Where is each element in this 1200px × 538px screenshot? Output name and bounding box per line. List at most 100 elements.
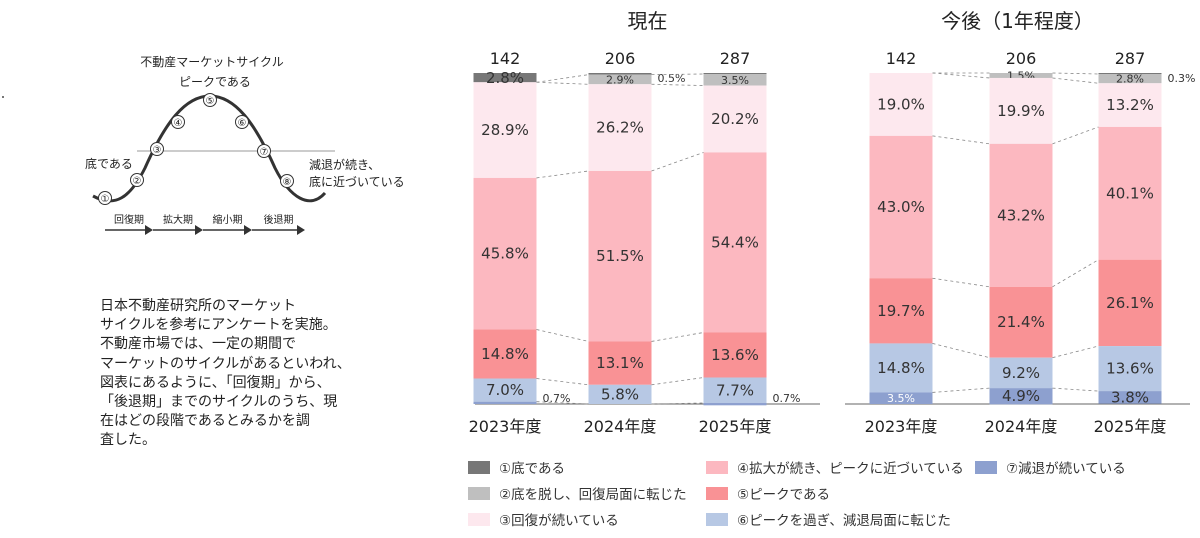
cycle-phase-marker [98, 191, 112, 205]
cycle-phase-number: ① [101, 194, 110, 205]
cycle-phase-number: ② [133, 176, 142, 187]
connector-line [932, 72, 990, 79]
data-label: 13.6% [711, 346, 759, 364]
legend-item: ⑤ピークである [706, 483, 830, 503]
category-label: 2024年度 [985, 417, 1058, 436]
cycle-phase-arrowhead [145, 225, 153, 235]
bar-segment [703, 332, 767, 378]
data-label: 0.7% [773, 392, 801, 405]
connector-line [932, 135, 990, 145]
bar-segment [703, 85, 767, 153]
cycle-phase-number: ③ [153, 145, 162, 156]
bar-segment [588, 170, 652, 342]
connector-line [536, 401, 589, 405]
bar-segment [869, 73, 933, 136]
category-label: 2023年度 [865, 417, 938, 436]
bar-segment [989, 388, 1053, 405]
legend-label: ⑥ピークを過ぎ、減退局面に転じた [737, 513, 951, 529]
cycle-decline-label-1: 減退が続き、 [309, 157, 380, 172]
legend-swatch [468, 486, 490, 500]
cycle-phase-number: ⑦ [260, 147, 269, 158]
connector-line [1052, 126, 1099, 145]
legend-item: ⑦減退が続いている [975, 457, 1126, 477]
bar-segment [989, 77, 1053, 144]
bar-segment [1098, 126, 1162, 260]
bar-segment [473, 329, 537, 379]
legend-label: ④拡大が続き、ピークに近づいている [737, 461, 964, 477]
data-label: 14.8% [481, 345, 529, 363]
bar-segment [869, 392, 933, 404]
data-label: 40.1% [1106, 184, 1154, 202]
data-label: 43.2% [997, 206, 1045, 224]
chart-title: 現在 [628, 9, 668, 33]
category-label: 2025年度 [1094, 417, 1167, 436]
data-label: 54.4% [711, 233, 759, 251]
bar-segment [869, 343, 933, 393]
cycle-peak-label: ピークである [179, 75, 251, 89]
category-label: 2025年度 [699, 417, 772, 436]
bar-segment [703, 73, 767, 74]
data-label: 7.0% [486, 381, 524, 399]
survey-description: 日本不動産研究所のマーケット サイクルを参考にアンケートを実施。 不動産市場では… [100, 298, 351, 449]
cycle-phase-label: 回復期 [114, 213, 144, 226]
cycle-phase-arrowhead [297, 225, 305, 235]
legend-item: ⑥ピークを過ぎ、減退局面に転じた [706, 509, 951, 529]
cycle-phase-label: 後退期 [264, 213, 294, 226]
market-cycle-diagram: 不動産マーケットサイクル ピークである 底である 減退が続き、 底に近づいている… [85, 54, 405, 235]
data-label: 3.8% [1111, 388, 1149, 406]
total-label: 142 [490, 49, 521, 68]
cycle-phase-arrows: 回復期 拡大期 縮小期 後退期 [105, 213, 305, 235]
cycle-phase-number: ⑤ [206, 96, 215, 107]
connector-line [1052, 72, 1099, 75]
connector-line [1052, 77, 1099, 84]
cycle-phase-marker [235, 115, 249, 129]
cycle-phase-markers: ① ② ③ ④ ⑤ ⑥ ⑦ ⑧ [98, 93, 294, 205]
legend-item: ③回復が続いている [468, 509, 619, 529]
data-label: 21.4% [997, 313, 1045, 331]
legend-item: ②底を脱し、回復局面に転じた [468, 483, 687, 503]
bar-segment [703, 377, 767, 404]
connector-line [651, 83, 704, 86]
connector-line [536, 378, 589, 386]
legend-item: ④拡大が続き、ピークに近づいている [706, 457, 964, 477]
cycle-phase-marker [257, 144, 271, 158]
bar-segment [703, 152, 767, 333]
bar-segment [588, 341, 652, 385]
legend-swatch [468, 460, 490, 474]
data-label: 19.7% [877, 302, 925, 320]
data-label: 19.0% [877, 95, 925, 113]
data-label: 43.0% [877, 198, 925, 216]
connector-line [932, 277, 990, 288]
cycle-phase-arrowhead [195, 225, 203, 235]
cycle-phase-label: 拡大期 [163, 213, 193, 226]
bar-segment [588, 73, 652, 75]
data-label: 28.9% [481, 121, 529, 139]
data-label: 2.8% [486, 69, 524, 87]
legend-label: ③回復が続いている [499, 513, 619, 529]
cycle-bottom-label: 底である [85, 156, 133, 171]
data-label: 20.2% [711, 110, 759, 128]
bar-segment [1098, 259, 1162, 347]
bar-segment [703, 403, 767, 406]
bar-segment [588, 84, 652, 171]
data-label: 4.9% [1002, 387, 1040, 405]
data-label: 14.8% [877, 359, 925, 377]
data-label: 51.5% [596, 247, 644, 265]
connector-line [651, 152, 704, 172]
chart-legend: ①底である ②底を脱し、回復局面に転じた ③回復が続いている ④拡大が続き、ピークに近… [468, 457, 1168, 532]
cycle-phase-marker [280, 174, 294, 188]
data-label: 2.9% [606, 73, 634, 86]
total-label: 287 [1115, 49, 1146, 68]
cycle-phase-number: ⑥ [238, 118, 247, 129]
connector-line [651, 402, 704, 405]
category-label: 2024年度 [584, 417, 657, 436]
connector-line [536, 74, 589, 83]
connector-line [932, 343, 990, 359]
bar-segment [703, 73, 767, 86]
legend-label: ⑤ピークである [737, 487, 830, 503]
total-label: 142 [886, 49, 917, 68]
data-label: 0.5% [658, 72, 686, 85]
bar-segment [588, 74, 652, 85]
bar-segment [989, 143, 1053, 287]
legend-label: ②底を脱し、回復局面に転じた [499, 487, 687, 503]
